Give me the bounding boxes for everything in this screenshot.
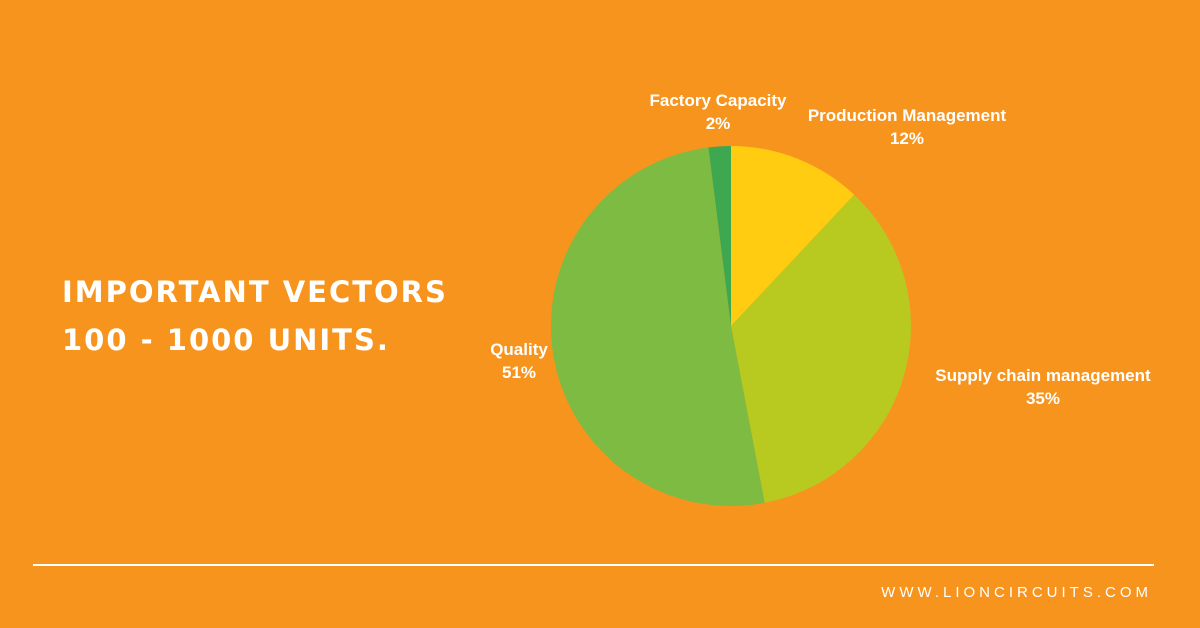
label-factory-capacity-value: 2% (705, 114, 731, 133)
pie-slice-production-management (731, 146, 855, 326)
label-quality-value: 51% (501, 363, 537, 382)
pie-slice-supply-chain-management (731, 194, 911, 503)
footer-url[interactable]: WWW.LIONCIRCUITS.COM (881, 584, 1152, 601)
headline-line-1: IMPORTANT VECTORS (62, 275, 448, 309)
label-production-management-value: 12% (889, 129, 925, 148)
label-supply-chain-management: Supply chain management 35% (935, 364, 1150, 410)
label-supply-chain-management-value: 35% (1025, 389, 1061, 408)
headline: IMPORTANT VECTORS 100 - 1000 UNITS. (62, 268, 448, 364)
pie-slice-factory-capacity (708, 146, 731, 326)
pie-slice-quality (550, 147, 765, 507)
label-production-management: Production Management 12% (808, 104, 1006, 150)
label-quality: Quality 51% (490, 338, 548, 384)
footer-divider (33, 564, 1154, 566)
label-factory-capacity: Factory Capacity 2% (650, 89, 787, 135)
label-factory-capacity-name: Factory Capacity (649, 91, 787, 110)
headline-line-2: 100 - 1000 UNITS. (62, 323, 390, 357)
label-quality-name: Quality (490, 340, 548, 359)
label-supply-chain-management-name: Supply chain management (935, 366, 1151, 385)
label-production-management-name: Production Management (807, 106, 1007, 125)
